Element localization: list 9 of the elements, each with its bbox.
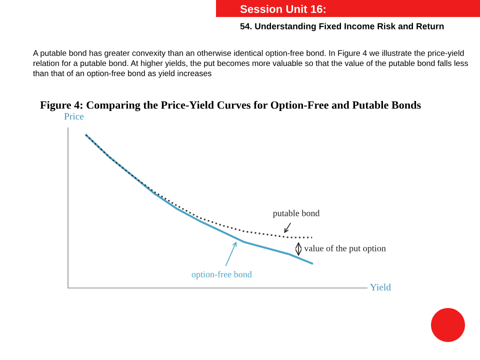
text: Session Unit 16: — [240, 4, 326, 13]
text: option-free bond — [192, 270, 252, 280]
text: A putable bond has greater convexity than an otherwise identical option-free bond. In Figure 4 we illustrate the price-yield relation for a putable bond. At higher yields, the put becomes more valuable so that the value of the putable bond falls less than that of an option-free bond as yield increases — [33, 50, 468, 78]
chart-title: Figure 4: Comparing the Price-Yield Curves for Option-Free and Putable Bonds — [40, 100, 421, 112]
series-label: putable bond — [272, 210, 320, 218]
text: 54. Understanding Fixed Income Risk and Return — [240, 22, 444, 32]
annotation: value of the put option — [304, 244, 386, 254]
x-axis-title: Yield — [370, 284, 391, 290]
y-axis-title: Price — [64, 113, 84, 120]
